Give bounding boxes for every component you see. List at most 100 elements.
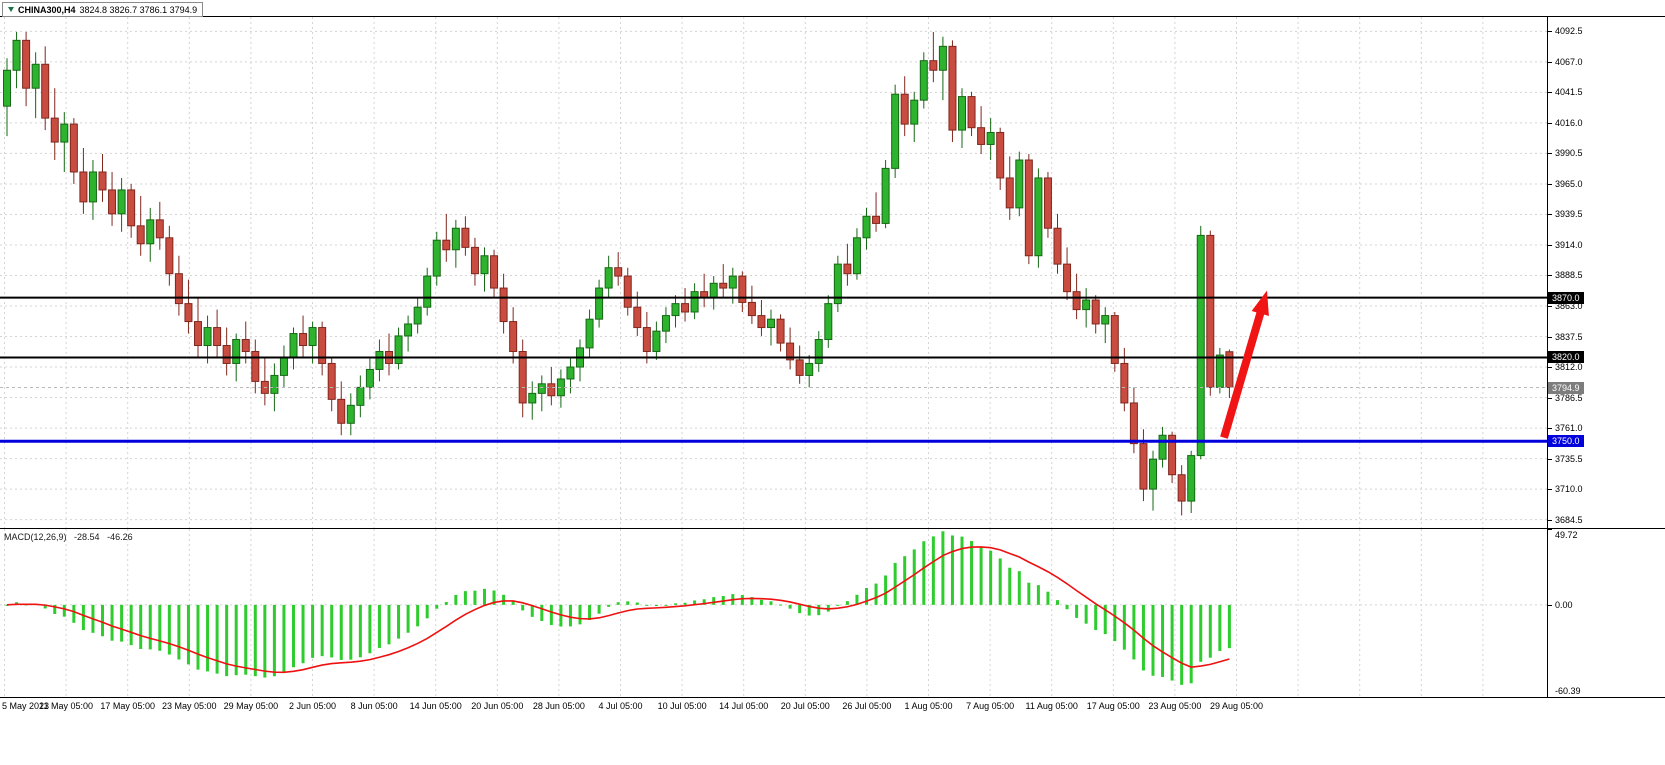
candle xyxy=(566,366,575,380)
macd-bar xyxy=(244,604,248,675)
price-tick-dash xyxy=(1548,397,1552,399)
candle xyxy=(394,335,403,364)
macd-bar xyxy=(320,604,324,657)
candle xyxy=(690,291,699,313)
symbol-info-chip[interactable]: CHINA300,H4 3824.8 3826.7 3786.1 3794.9 xyxy=(2,2,204,17)
macd-bar xyxy=(1227,604,1231,649)
candle xyxy=(346,404,355,424)
trend-arrow-shaft[interactable] xyxy=(1220,308,1266,439)
price-tick-dash xyxy=(1548,31,1552,33)
candle xyxy=(958,96,966,131)
price-tick-label: 3837.5 xyxy=(1555,331,1583,342)
candle xyxy=(127,189,136,227)
macd-bottom-frame xyxy=(0,697,1665,698)
macd-bar xyxy=(311,604,315,658)
candle xyxy=(232,339,241,364)
candle xyxy=(919,60,928,101)
price-axis[interactable]: 4092.5 4067.0 4041.5 4016.0 3990.5 3965.0 3939… xyxy=(1548,0,1665,529)
candle xyxy=(642,327,651,352)
date-label: 20 Jul 05:00 xyxy=(780,701,830,711)
candle xyxy=(213,327,222,347)
candle xyxy=(614,267,623,277)
price-tick-label: 4016.0 xyxy=(1555,117,1583,128)
candle xyxy=(413,306,422,325)
macd-bar xyxy=(502,594,506,605)
trend-arrow-head[interactable] xyxy=(1251,290,1269,317)
macd-bar xyxy=(740,595,744,605)
candle xyxy=(738,275,747,303)
macd-main-value: -28.54 xyxy=(74,532,100,542)
symbol-ohlc-values: 3824.8 3826.7 3786.1 3794.9 xyxy=(79,4,198,15)
macd-axis: 49.72 0.00 -60.39 xyxy=(1548,529,1665,698)
candle xyxy=(833,263,842,305)
date-axis[interactable]: 5 May 2023 11 May 05:00 17 May 05:00 23 May… xyxy=(0,699,1548,715)
macd-bar xyxy=(196,604,200,670)
macd-bar xyxy=(330,604,334,658)
candle xyxy=(299,333,308,346)
candle xyxy=(986,131,995,145)
macd-bar xyxy=(186,604,190,665)
candle xyxy=(3,69,11,107)
macd-bar xyxy=(5,604,9,606)
candle xyxy=(1206,234,1215,388)
price-tick-label: 3812.0 xyxy=(1555,362,1583,373)
macd-bar xyxy=(616,602,620,605)
price-tick-dash xyxy=(1548,336,1552,338)
macd-bar xyxy=(979,546,983,605)
price-chart-canvas[interactable] xyxy=(0,17,1547,528)
macd-bar xyxy=(62,604,66,617)
candle xyxy=(938,45,947,71)
macd-canvas[interactable] xyxy=(0,529,1547,697)
candle xyxy=(948,45,957,131)
macd-bar xyxy=(272,604,276,677)
date-label: 4 Jul 05:00 xyxy=(598,701,643,711)
date-label: 11 May 05:00 xyxy=(39,701,94,711)
macd-bar xyxy=(1122,604,1126,650)
candle xyxy=(308,327,317,347)
macd-bar xyxy=(1113,604,1117,642)
candle xyxy=(41,63,50,119)
candle xyxy=(728,275,737,289)
candle xyxy=(595,287,604,320)
candle xyxy=(1139,443,1148,490)
candle xyxy=(671,303,680,317)
candle xyxy=(117,189,126,215)
candle xyxy=(1101,315,1110,325)
date-label: 11 Aug 05:00 xyxy=(1025,701,1078,711)
price-tick-label: 3914.0 xyxy=(1555,239,1583,250)
price-tag: 3820.0 xyxy=(1548,351,1584,364)
macd-bar xyxy=(1189,604,1193,684)
candle xyxy=(1091,299,1100,325)
date-label: 28 Jun 05:00 xyxy=(532,701,585,711)
candle xyxy=(1129,402,1138,445)
price-tick-dash xyxy=(1548,306,1552,307)
pane-separator[interactable] xyxy=(0,528,1665,529)
price-tick-dash xyxy=(1548,519,1552,521)
macd-bar xyxy=(225,604,229,677)
price-tick-label: 3761.0 xyxy=(1555,423,1583,434)
symbol-dropdown-icon[interactable] xyxy=(8,7,14,12)
candle xyxy=(661,315,670,332)
price-tick-dash xyxy=(1548,92,1552,94)
macd-bar xyxy=(215,604,219,674)
macd-tick-label: 49.72 xyxy=(1555,530,1578,540)
candle xyxy=(451,227,460,251)
macd-bar xyxy=(53,604,57,614)
candle xyxy=(1225,351,1234,389)
candle xyxy=(1177,474,1186,502)
candle xyxy=(136,225,145,245)
macd-bar xyxy=(1103,604,1107,635)
macd-bar xyxy=(101,604,104,637)
macd-bar xyxy=(72,604,76,623)
macd-bar xyxy=(874,583,878,605)
candle xyxy=(12,39,21,71)
candle xyxy=(585,318,594,349)
macd-bar xyxy=(368,604,372,654)
date-label: 17 May 05:00 xyxy=(100,701,155,711)
macd-bar xyxy=(416,604,420,627)
candle xyxy=(1043,177,1052,229)
candle xyxy=(1072,291,1081,311)
price-tick-label: 3888.5 xyxy=(1555,270,1583,281)
date-label: 29 May 05:00 xyxy=(223,701,279,711)
